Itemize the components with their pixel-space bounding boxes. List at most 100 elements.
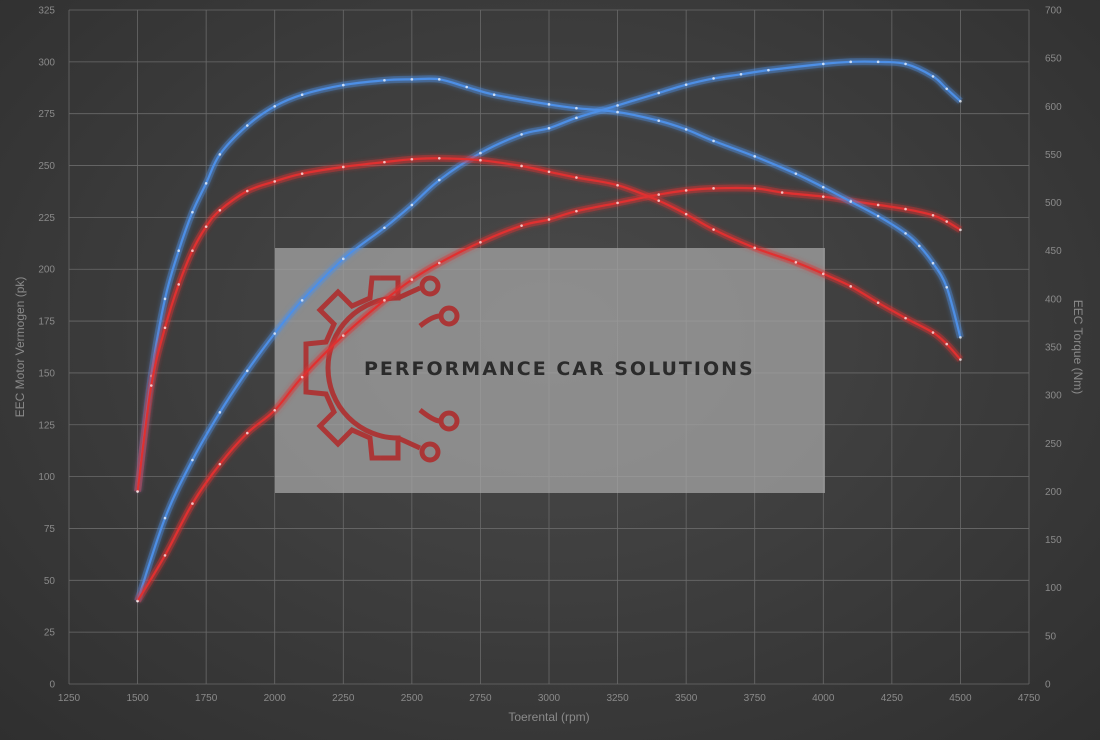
- data-point: [136, 599, 139, 603]
- data-point: [410, 278, 414, 281]
- data-point: [575, 209, 578, 213]
- x-tick-label: 3750: [744, 693, 767, 704]
- x-axis-label: Toerental (rpm): [508, 710, 589, 724]
- data-point: [341, 165, 345, 169]
- series-path: [136, 186, 961, 602]
- data-point: [931, 75, 935, 78]
- data-point: [684, 83, 688, 86]
- data-point: [341, 83, 345, 87]
- data-point: [616, 183, 619, 187]
- y-right-tick-label: 350: [1045, 343, 1062, 354]
- data-point: [300, 93, 304, 97]
- data-point: [753, 155, 757, 158]
- data-point: [191, 249, 194, 253]
- x-tick-label: 2000: [264, 693, 287, 704]
- data-point: [931, 214, 935, 217]
- data-point: [520, 224, 523, 227]
- y-axis-right-label: EEC Torque (Nm): [1071, 300, 1085, 394]
- data-point: [547, 170, 551, 174]
- y-right-tick-label: 500: [1045, 198, 1062, 209]
- y-left-tick-label: 300: [38, 57, 55, 68]
- data-point: [575, 106, 578, 110]
- y-left-tick-label: 250: [38, 161, 55, 172]
- data-point: [849, 60, 853, 64]
- data-point: [479, 240, 482, 244]
- data-point: [657, 119, 661, 123]
- data-point: [821, 185, 825, 189]
- data-point: [218, 208, 222, 212]
- data-point: [904, 207, 907, 211]
- data-point: [945, 220, 949, 223]
- data-point: [191, 502, 194, 505]
- series-line-torque-3: [134, 154, 964, 493]
- data-point: [245, 189, 249, 193]
- data-point: [931, 261, 935, 265]
- data-point: [616, 201, 619, 205]
- data-point: [794, 260, 798, 264]
- data-point: [245, 431, 249, 435]
- data-point: [959, 228, 962, 232]
- data-point: [383, 78, 386, 82]
- data-point: [945, 87, 949, 91]
- data-point: [547, 218, 551, 221]
- y-left-tick-label: 225: [38, 213, 55, 224]
- series-path: [136, 77, 962, 492]
- data-point: [876, 301, 880, 305]
- data-point: [245, 369, 249, 373]
- y-left-tick-label: 150: [38, 368, 55, 379]
- watermark: PERFORMANCE CAR SOLUTIONS: [275, 248, 825, 493]
- series-path: [136, 60, 962, 602]
- data-point: [149, 384, 153, 387]
- data-point: [904, 232, 907, 235]
- data-point: [616, 104, 619, 107]
- data-point: [177, 283, 181, 286]
- data-point: [931, 331, 935, 334]
- data-point: [383, 160, 386, 164]
- data-point: [876, 203, 880, 207]
- y-left-tick-label: 175: [38, 317, 55, 328]
- data-point: [959, 99, 962, 103]
- x-tick-label: 2500: [401, 693, 424, 704]
- y-left-tick-label: 75: [44, 524, 56, 535]
- data-point: [218, 153, 222, 156]
- data-point: [163, 326, 167, 330]
- data-point: [177, 249, 181, 253]
- y-right-tick-label: 200: [1045, 487, 1062, 498]
- data-point: [383, 299, 386, 302]
- x-tick-label: 1500: [126, 693, 149, 704]
- data-point: [657, 91, 661, 95]
- y-right-tick-label: 50: [1045, 631, 1057, 642]
- data-point: [904, 316, 907, 320]
- data-point: [437, 261, 441, 265]
- y-left-tick-label: 0: [49, 680, 55, 691]
- data-point: [300, 299, 304, 302]
- x-tick-label: 4750: [1018, 693, 1041, 704]
- y-left-tick-label: 275: [38, 109, 55, 120]
- x-tick-label: 4500: [949, 693, 972, 704]
- data-point: [616, 110, 619, 114]
- data-point: [204, 225, 208, 228]
- data-point: [712, 228, 715, 231]
- data-point: [410, 203, 414, 207]
- data-point: [575, 116, 578, 120]
- data-point: [684, 189, 688, 192]
- y-axis-left-label: EEC Motor Vermogen (pk): [13, 277, 27, 418]
- data-point: [849, 285, 853, 288]
- data-point: [163, 516, 167, 520]
- y-right-tick-label: 650: [1045, 54, 1062, 65]
- series: [134, 58, 964, 603]
- y-right-tick-label: 250: [1045, 439, 1062, 450]
- data-point: [959, 336, 962, 339]
- data-point: [684, 212, 688, 216]
- data-point: [547, 126, 551, 130]
- data-point: [657, 199, 661, 202]
- data-point: [849, 200, 853, 203]
- data-point: [341, 334, 345, 337]
- x-tick-label: 4000: [812, 693, 835, 704]
- data-point: [300, 375, 304, 379]
- x-tick-label: 3000: [538, 693, 561, 704]
- x-tick-label: 2750: [469, 693, 492, 704]
- data-point: [218, 462, 222, 466]
- data-point: [437, 78, 441, 81]
- data-point: [245, 124, 249, 127]
